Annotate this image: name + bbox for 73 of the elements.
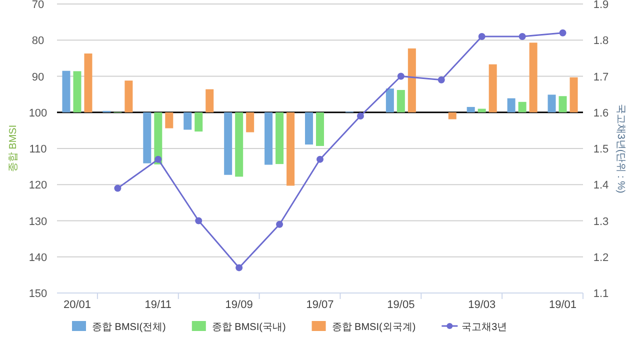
legend-label: 종합 BMSI(외국계) — [332, 322, 416, 333]
bar — [73, 71, 82, 112]
bar — [124, 80, 133, 112]
bar — [408, 48, 416, 112]
point — [478, 33, 486, 40]
y2-tick-label: 1.8 — [593, 35, 609, 48]
bar — [143, 112, 152, 164]
bar — [386, 88, 394, 112]
point — [236, 264, 243, 272]
x-tick-label: 20/01 — [63, 299, 91, 311]
bar — [224, 112, 232, 175]
point — [438, 76, 445, 84]
bar — [488, 64, 497, 112]
x-tick-label: 19/11 — [144, 299, 172, 311]
bar — [206, 89, 214, 112]
x-tick-label: 19/05 — [387, 299, 415, 311]
point — [114, 184, 122, 192]
y2-tick-label: 1.5 — [593, 144, 609, 156]
legend-label: 종합 BMSI(국내) — [212, 322, 286, 333]
point — [276, 220, 284, 228]
bar — [184, 112, 192, 130]
bar — [478, 108, 486, 112]
y2-tick-label: 1.3 — [593, 216, 609, 228]
legend-label: 종합 BMSI(전체) — [92, 322, 166, 333]
bar — [466, 106, 475, 112]
bar — [194, 112, 203, 132]
y-tick-label: 110 — [29, 144, 47, 156]
y-tick-label: 70 — [32, 0, 44, 11]
x-tick-label: 19/09 — [225, 299, 253, 311]
bar — [264, 112, 273, 165]
y2-tick-label: 1.7 — [593, 71, 609, 84]
bar — [570, 77, 578, 112]
point — [397, 72, 404, 80]
point — [356, 112, 364, 120]
bar — [316, 112, 324, 146]
bar — [558, 96, 567, 112]
x-tick-label: 19/01 — [549, 299, 577, 311]
point — [559, 29, 566, 36]
y-tick-label: 120 — [28, 180, 48, 192]
bar — [165, 112, 174, 128]
y-axis-title: 종합 BMSI — [8, 124, 19, 172]
bar — [246, 112, 254, 132]
x-tick-label: 19/03 — [468, 299, 496, 311]
bar — [529, 42, 538, 112]
bar — [62, 70, 70, 112]
y2-tick-label: 1.4 — [593, 180, 609, 192]
y2-tick-label: 1.2 — [593, 252, 609, 264]
y-tick-label: 100 — [28, 107, 48, 120]
point — [154, 156, 162, 163]
x-tick-label: 19/07 — [306, 299, 334, 311]
bar — [84, 53, 92, 112]
y-tick-label: 140 — [28, 252, 48, 264]
legend-label: 국고채3년 — [462, 322, 508, 333]
point — [316, 156, 324, 163]
bar — [507, 98, 516, 112]
bar — [276, 112, 284, 164]
y2-tick-label: 1.6 — [593, 107, 609, 120]
bar — [235, 112, 244, 177]
bar — [448, 112, 456, 120]
y2-axis-title: 국고채3년(단위 : %) — [615, 104, 626, 194]
y-tick-label: 90 — [32, 71, 44, 84]
point — [195, 217, 202, 224]
bar — [286, 112, 295, 186]
bar — [396, 90, 405, 112]
y2-tick-label: 1.1 — [593, 288, 609, 300]
bar — [518, 102, 526, 112]
point — [518, 33, 526, 40]
bar — [548, 94, 556, 112]
bar — [305, 112, 313, 145]
y-tick-label: 80 — [32, 35, 44, 48]
y-tick-label: 130 — [28, 216, 48, 228]
y2-tick-label: 1.9 — [593, 0, 609, 11]
y-tick-label: 150 — [28, 288, 48, 300]
